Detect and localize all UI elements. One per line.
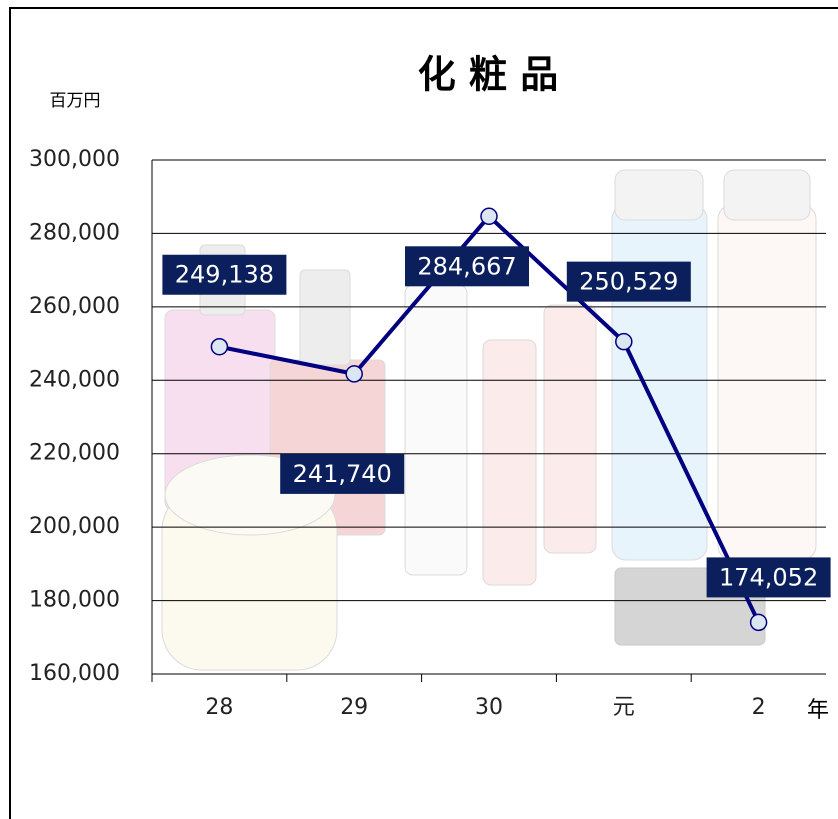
x-tick-label: 2	[752, 695, 766, 720]
marker	[210, 337, 229, 356]
data-label-box	[405, 246, 529, 287]
data-label: 174,052	[719, 563, 818, 591]
data-label-box	[280, 453, 405, 494]
y-tick-label: 220,000	[29, 441, 120, 466]
y-axis-unit: 百万円	[50, 91, 101, 111]
marker	[480, 207, 498, 226]
data-label: 250,529	[579, 268, 678, 296]
marker	[749, 613, 768, 632]
x-axis-unit: 年	[807, 698, 829, 723]
marker	[345, 365, 363, 383]
data-label: 284,667	[417, 252, 516, 280]
chart-title: 化 粧 品	[418, 53, 558, 97]
y-tick-label: 300,000	[29, 147, 120, 172]
y-tick-label: 160,000	[29, 661, 120, 686]
data-label-box	[706, 557, 831, 598]
y-tick-label: 180,000	[29, 588, 120, 613]
x-tick-label: 元	[613, 695, 635, 720]
data-label-box	[162, 254, 287, 295]
data-label: 249,138	[175, 261, 274, 289]
data-label-box	[566, 261, 691, 302]
y-tick-label: 240,000	[29, 367, 120, 392]
marker	[615, 332, 633, 351]
y-tick-label: 280,000	[29, 220, 120, 245]
x-tick-label: 28	[205, 695, 233, 720]
data-label: 241,740	[293, 460, 392, 488]
x-tick-label: 29	[340, 695, 368, 720]
x-tick-label: 30	[475, 695, 503, 720]
y-tick-label: 200,000	[29, 514, 120, 539]
chart-frame	[9, 7, 838, 819]
y-tick-label: 260,000	[29, 294, 120, 319]
